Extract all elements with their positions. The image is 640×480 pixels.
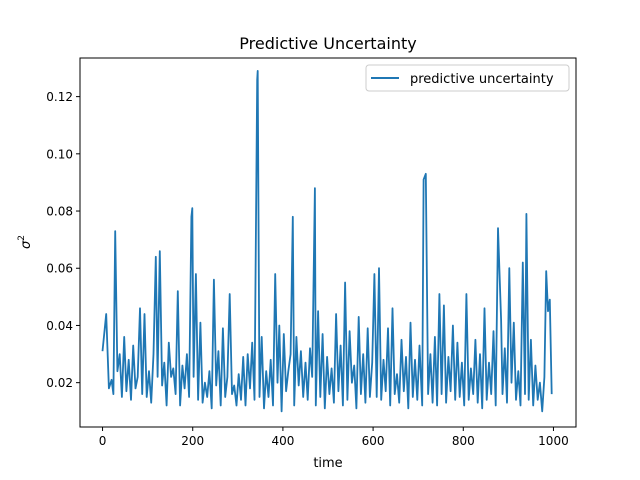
x-tick-label: 200 — [181, 434, 204, 448]
x-tick-label: 600 — [362, 434, 385, 448]
x-axis-label: time — [313, 456, 342, 471]
y-axis-label-superscript: 2 — [17, 235, 27, 241]
legend-box — [365, 64, 570, 92]
series-line — [101, 70, 553, 413]
y-tick-label: 0.06 — [46, 262, 73, 276]
x-tick-label: 800 — [452, 434, 475, 448]
x-tick-label: 0 — [99, 434, 107, 448]
series-layer — [101, 70, 553, 413]
y-axis-ticks: 0.02 0.04 0.06 0.08 0.10 0.12 — [46, 90, 80, 390]
y-tick-label: 0.02 — [46, 376, 73, 390]
y-tick-label: 0.08 — [46, 205, 73, 219]
legend-label: predictive uncertainty — [410, 72, 554, 87]
x-tick-label: 400 — [271, 434, 294, 448]
y-tick-label: 0.12 — [46, 90, 73, 104]
plot-frame — [79, 57, 577, 428]
x-axis-ticks: 0 200 400 600 800 1000 — [99, 427, 569, 448]
y-tick-label: 0.04 — [46, 319, 73, 333]
chart-title: Predictive Uncertainty — [239, 34, 416, 53]
legend: predictive uncertainty — [365, 64, 570, 92]
y-tick-label: 0.10 — [46, 147, 73, 161]
y-axis-label-base: σ — [19, 240, 34, 249]
y-axis-label: σ2 — [17, 235, 34, 249]
x-tick-label: 1000 — [538, 434, 569, 448]
